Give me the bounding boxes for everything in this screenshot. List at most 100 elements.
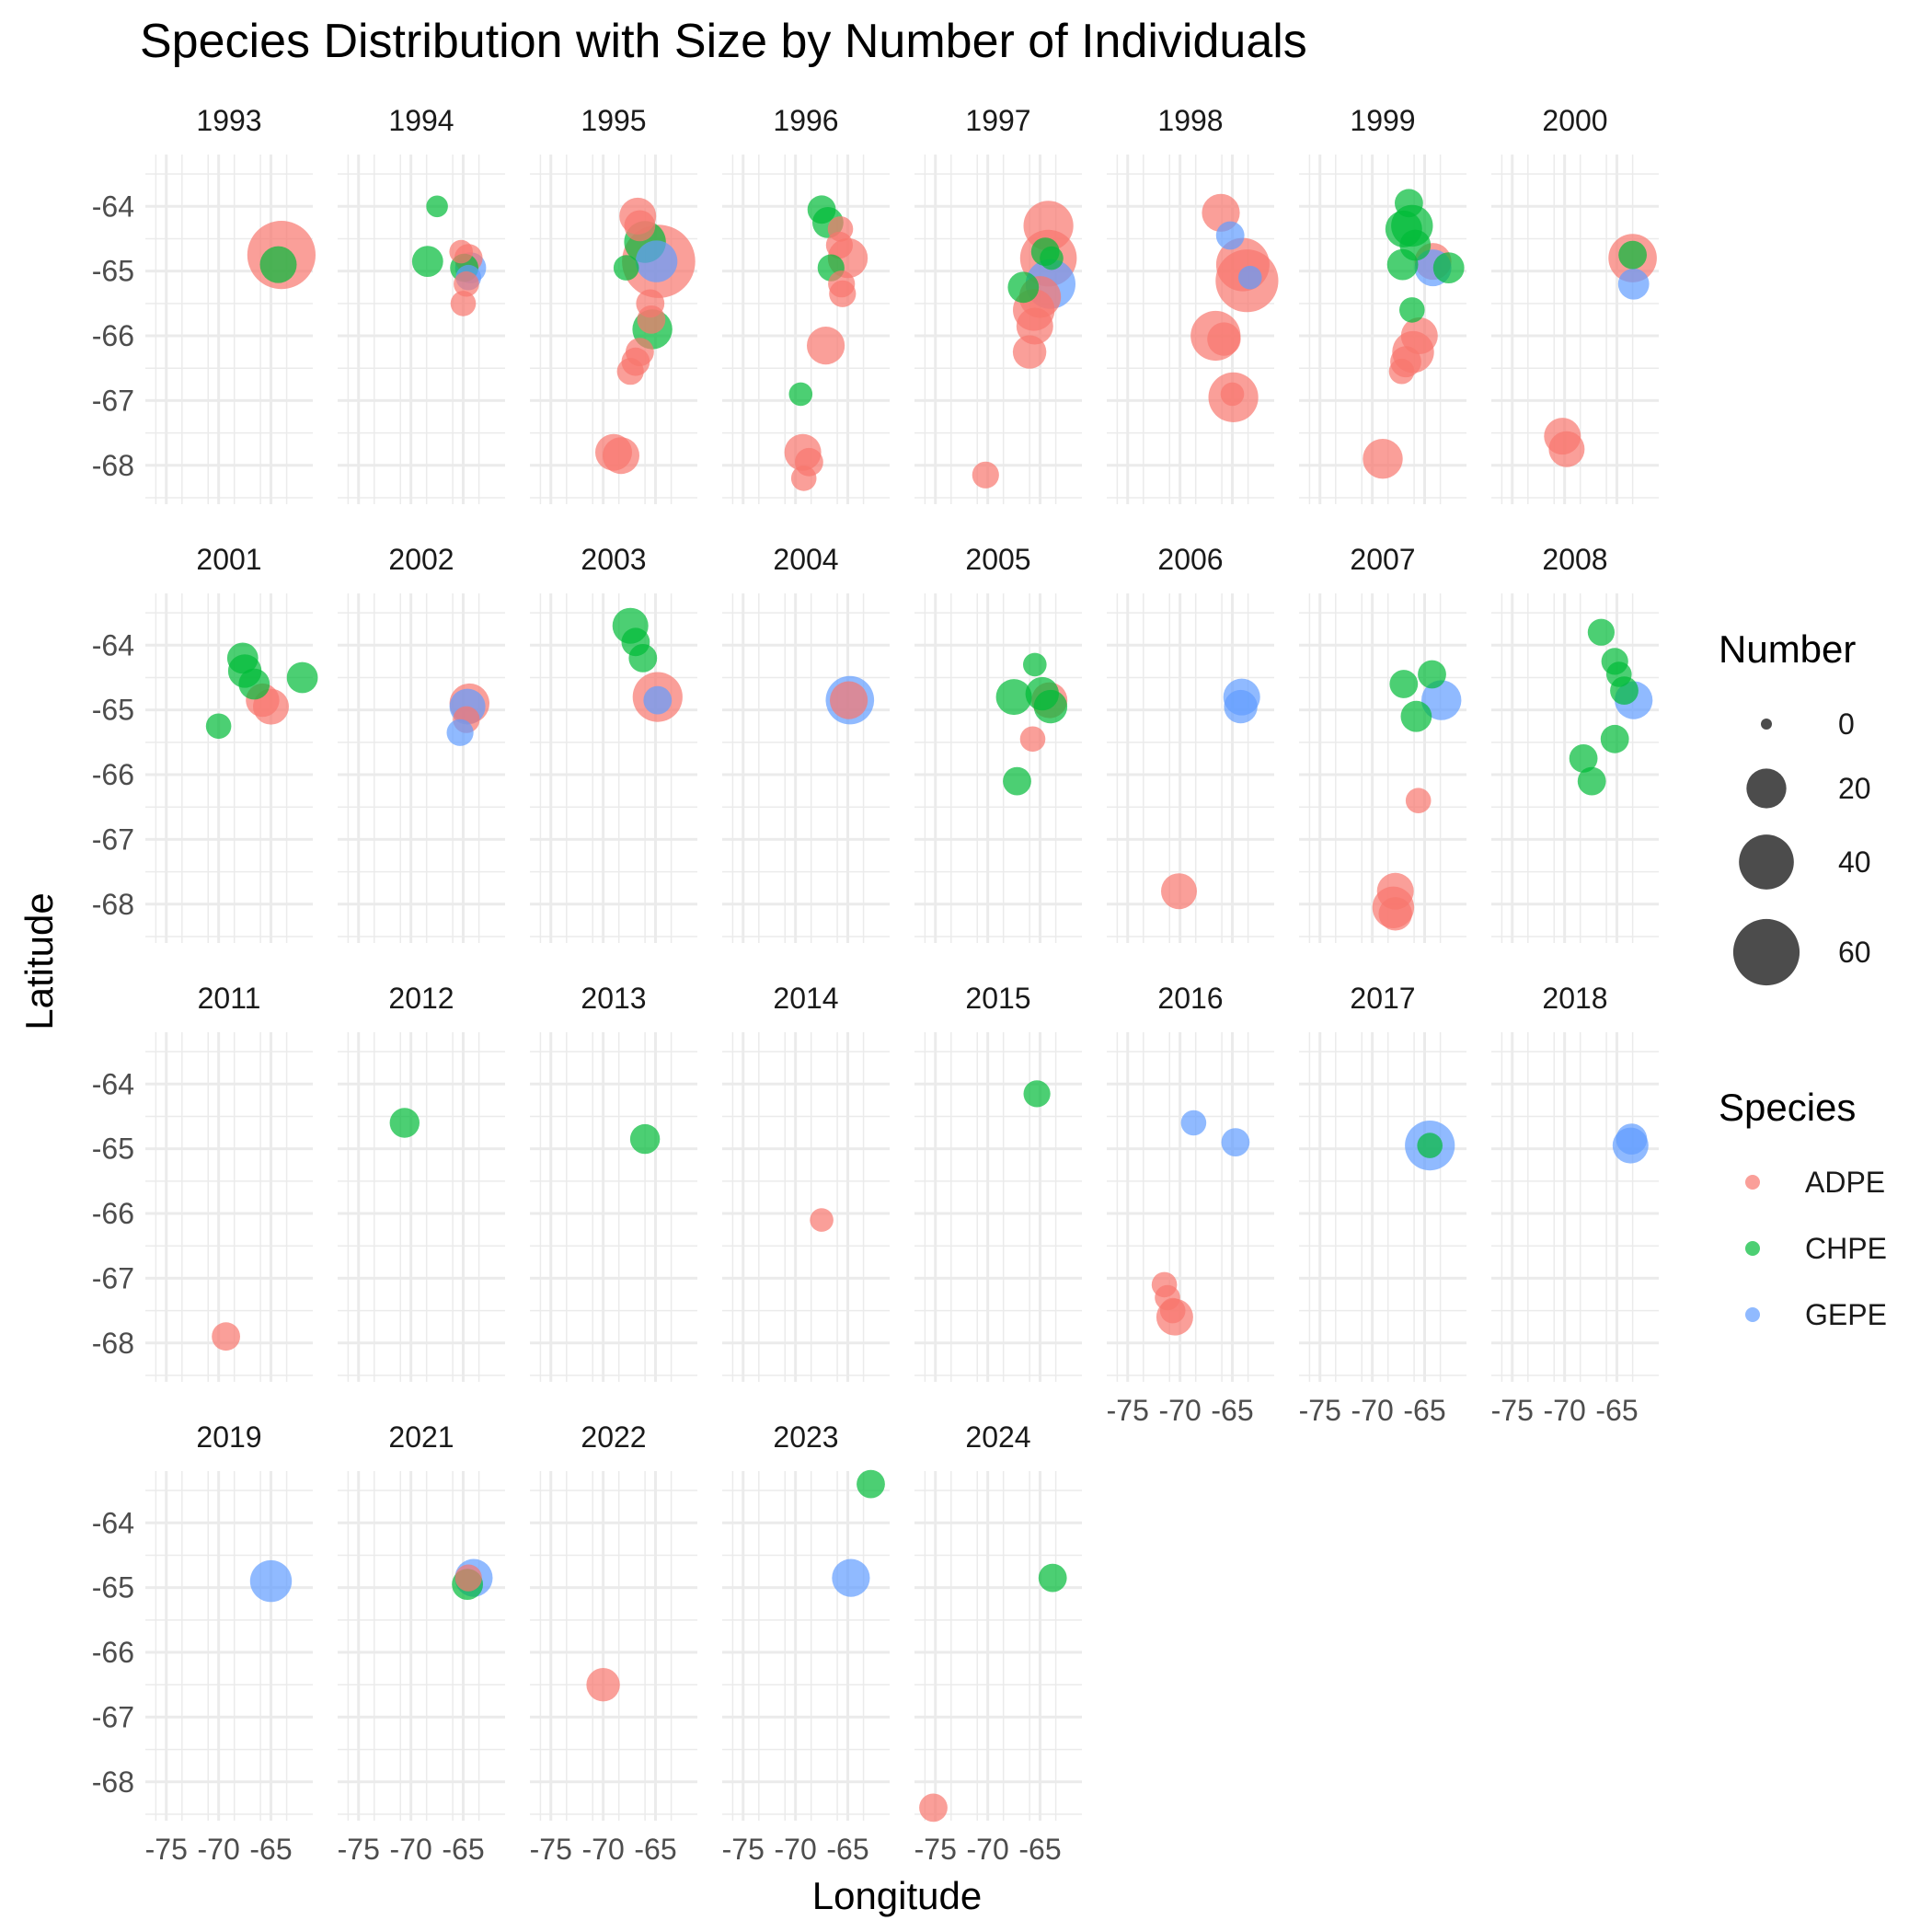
size-legend-label: 0: [1838, 707, 1855, 741]
facet-panel-1994: 1994: [338, 104, 505, 504]
data-point-chpe: [628, 644, 658, 673]
facet-strip-label: 1997: [965, 104, 1030, 137]
data-point-chpe: [205, 713, 232, 740]
facet-strip-label: 2002: [388, 543, 454, 576]
x-tick-label: -75: [530, 1833, 572, 1866]
data-point-adpe: [810, 1208, 834, 1232]
y-tick-label: -65: [92, 1133, 134, 1166]
y-tick-label: -65: [92, 694, 134, 727]
data-point-gepe: [1421, 680, 1462, 720]
data-point-adpe: [830, 681, 868, 719]
data-point-chpe: [1033, 689, 1068, 724]
data-point-gepe: [1238, 265, 1262, 290]
facet-strip-label: 2015: [965, 982, 1030, 1015]
facet-strip-label: 2023: [773, 1420, 838, 1454]
data-point-gepe: [1221, 1128, 1250, 1156]
facet-strip-label: 1999: [1350, 104, 1415, 137]
data-point-adpe: [1388, 358, 1415, 385]
y-axis-title: Latitude: [17, 892, 61, 1029]
y-tick-label: -68: [92, 1327, 134, 1360]
y-tick-label: -68: [92, 449, 134, 482]
facet-panel-1995: 1995: [530, 104, 697, 504]
data-point-chpe: [788, 382, 813, 407]
size-legend-label: 20: [1838, 772, 1871, 805]
facet-panel-2011: 2011 -64 -65 -66 -67 -68: [92, 982, 313, 1382]
facet-panel-2022: 2022 -75 -70 -65: [530, 1420, 697, 1866]
data-point-adpe: [1220, 382, 1245, 407]
y-tick-label: -67: [92, 1261, 134, 1294]
data-point-gepe: [249, 1559, 293, 1603]
data-point-chpe: [1003, 766, 1031, 796]
facet-strip-label: 2004: [773, 543, 838, 576]
data-point-chpe: [1618, 240, 1647, 270]
data-point-adpe: [790, 466, 817, 491]
data-point-chpe: [1395, 189, 1423, 218]
data-point-adpe: [449, 239, 473, 264]
facet-panel-2003: 2003: [530, 543, 697, 943]
y-tick-label: -66: [92, 758, 134, 791]
facet-strip-label: 2013: [581, 982, 646, 1015]
facet-strip-label: 1994: [388, 104, 454, 137]
data-point-adpe: [1161, 873, 1197, 910]
data-point-chpe: [1577, 766, 1606, 796]
data-point-chpe: [1399, 297, 1425, 323]
size-legend-key: [1746, 768, 1787, 809]
facet-strip-label: 1995: [581, 104, 646, 137]
x-tick-label: -70: [1544, 1394, 1586, 1427]
size-legend-title: Number: [1719, 627, 1856, 671]
species-legend-key-adpe: [1745, 1175, 1760, 1190]
x-tick-label: -75: [1491, 1394, 1534, 1427]
data-point-gepe: [1616, 1123, 1648, 1155]
species-legend-label: CHPE: [1805, 1232, 1887, 1265]
data-point-adpe: [624, 210, 656, 242]
data-point-chpe: [613, 255, 639, 281]
x-tick-label: -70: [775, 1833, 817, 1866]
data-point-chpe: [389, 1108, 420, 1138]
x-tick-label: -65: [249, 1833, 292, 1866]
facet-strip-label: 2000: [1542, 104, 1607, 137]
facet-panel-2014: 2014: [722, 982, 890, 1382]
x-tick-label: -70: [582, 1833, 625, 1866]
facet-strip-label: 2019: [196, 1420, 261, 1454]
x-tick-label: -65: [1018, 1833, 1061, 1866]
x-tick-label: -65: [1403, 1394, 1445, 1427]
data-point-adpe: [972, 461, 999, 489]
y-tick-label: -66: [92, 1636, 134, 1669]
x-tick-label: -70: [198, 1833, 240, 1866]
x-tick-label: -75: [722, 1833, 765, 1866]
x-tick-label: -70: [1351, 1394, 1394, 1427]
y-tick-label: -66: [92, 1197, 134, 1230]
facet-strip-label: 2012: [388, 982, 454, 1015]
data-point-adpe: [603, 437, 639, 475]
y-tick-label: -67: [92, 1700, 134, 1733]
facet-panel-2012: 2012: [338, 982, 505, 1382]
facet-panel-2021: 2021 -75 -70 -65: [338, 1420, 505, 1866]
species-legend-label: GEPE: [1805, 1298, 1887, 1331]
facet-panel-2000: 2000: [1491, 104, 1659, 504]
facet-panel-1998: 1998: [1107, 104, 1279, 504]
x-tick-label: -65: [826, 1833, 868, 1866]
y-tick-label: -64: [92, 1067, 134, 1100]
data-point-gepe: [635, 240, 678, 282]
facet-panel-1997: 1997: [914, 104, 1082, 504]
data-point-adpe: [1378, 897, 1412, 931]
color-legend-title: Species: [1719, 1086, 1856, 1129]
data-point-chpe: [426, 195, 448, 218]
chart-title: Species Distribution with Size by Number…: [140, 15, 1307, 68]
data-point-chpe: [1023, 1080, 1051, 1108]
facet-panel-1993: 1993 -64 -65 -66 -67 -68: [92, 104, 316, 504]
data-point-chpe: [1418, 660, 1446, 689]
facet-panel-2018: 2018 -75 -70 -65: [1491, 982, 1659, 1427]
x-tick-label: -75: [1299, 1394, 1341, 1427]
facet-panel-2004: 2004: [722, 543, 890, 943]
data-point-adpe: [828, 270, 856, 298]
x-tick-label: -65: [1211, 1394, 1253, 1427]
y-tick-label: -68: [92, 888, 134, 921]
data-point-gepe: [832, 1558, 870, 1597]
data-point-chpe: [1023, 652, 1047, 677]
size-legend-key: [1761, 719, 1772, 730]
data-point-chpe: [411, 246, 443, 277]
species-legend-key-chpe: [1745, 1241, 1760, 1256]
facet-strip-label: 2017: [1350, 982, 1415, 1015]
